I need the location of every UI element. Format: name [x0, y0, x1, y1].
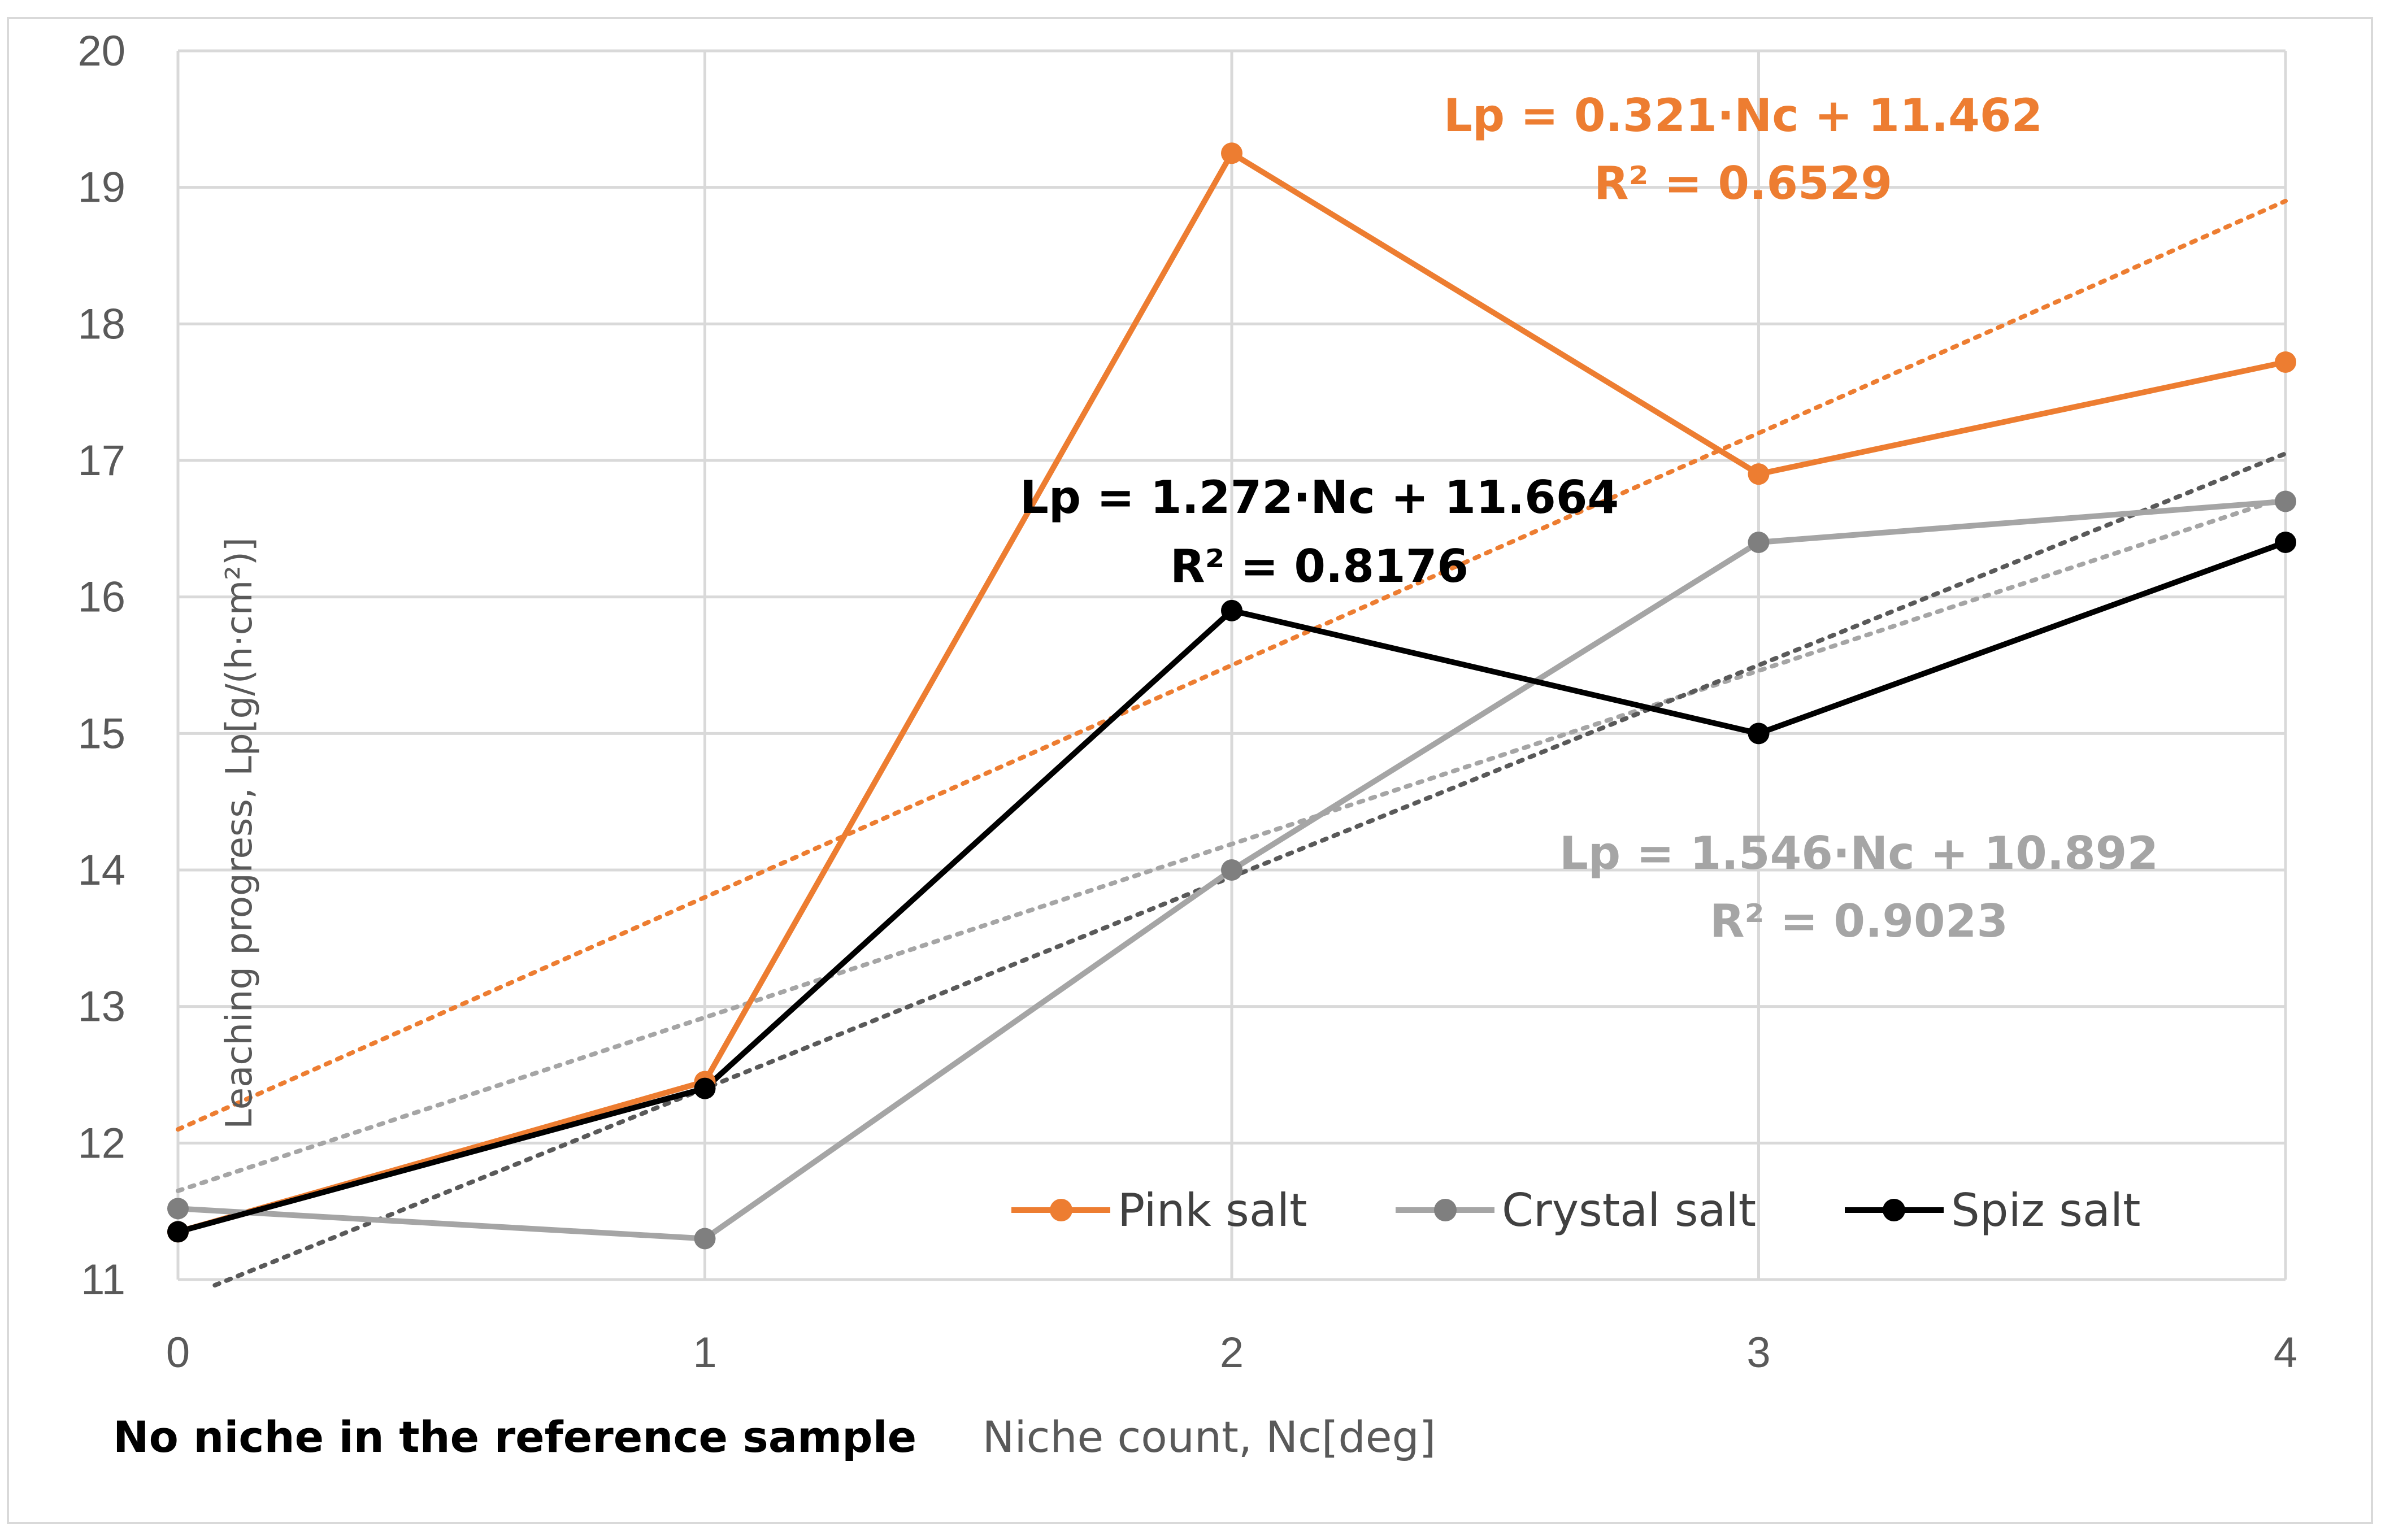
y-tick-label: 11 [81, 1256, 125, 1304]
chart-area [7, 17, 2373, 1524]
legend-label-crystal-salt: Crystal salt [1502, 1184, 1756, 1237]
y-tick-label: 16 [77, 573, 125, 621]
data-point-pink-salt [1748, 463, 1770, 485]
data-point-spiz-salt [1221, 599, 1242, 621]
legend: Pink salt Crystal salt Spiz salt [1011, 1184, 2141, 1237]
crystal-r2: R² = 0.9023 [1710, 895, 2008, 947]
y-tick-label: 18 [77, 300, 125, 348]
x-tick-label: 3 [1746, 1329, 1770, 1377]
legend-marker-spiz-salt [1883, 1199, 1905, 1221]
x-tick-label: 2 [1220, 1329, 1244, 1377]
data-point-crystal-salt [2275, 490, 2296, 512]
data-point-spiz-salt [167, 1221, 189, 1243]
y-tick-label: 15 [77, 710, 125, 758]
x-axis-ticks: 0 1 2 3 4 [166, 1329, 2297, 1377]
trendlines [176, 198, 2288, 1288]
legend-marker-crystal-salt [1434, 1199, 1457, 1221]
legend-marker-pink-salt [1050, 1199, 1072, 1221]
reference-note: No niche in the reference sample [113, 1412, 916, 1462]
pink-equation: Lp = 0.321·Nc + 11.462 [1444, 89, 2043, 142]
grid [176, 49, 2287, 1281]
data-point-crystal-salt [1221, 859, 1242, 881]
y-tick-label: 14 [77, 846, 125, 894]
crystal-equation: Lp = 1.546·Nc + 10.892 [1559, 827, 2158, 880]
pink-r2: R² = 0.6529 [1594, 157, 1892, 210]
y-tick-label: 17 [77, 437, 125, 485]
legend-label-spiz-salt: Spiz salt [1951, 1184, 2141, 1237]
data-point-spiz-salt [694, 1077, 716, 1099]
data-point-spiz-salt [2275, 532, 2296, 553]
trendline-spiz-salt [212, 451, 2288, 1288]
y-axis-ticks: 11 12 13 14 15 16 17 18 19 20 [77, 27, 125, 1304]
x-tick-label: 1 [693, 1329, 716, 1377]
data-point-crystal-salt [694, 1228, 716, 1250]
data-point-spiz-salt [1748, 723, 1770, 745]
trendline-crystal-salt [176, 495, 2288, 1193]
spiz-equation: Lp = 1.272·Nc + 11.664 [1020, 471, 1619, 524]
y-tick-label: 13 [77, 983, 125, 1031]
data-point-crystal-salt [167, 1198, 189, 1220]
y-tick-label: 12 [77, 1119, 125, 1167]
data-point-pink-salt [2275, 351, 2296, 373]
spiz-r2: R² = 0.8176 [1170, 540, 1468, 593]
x-tick-label: 0 [166, 1329, 190, 1377]
y-tick-label: 19 [77, 164, 125, 212]
y-axis-label: Leaching progress, Lp[g/(h·cm²)] [219, 537, 260, 1129]
trendline-pink-salt [176, 198, 2288, 1132]
legend-label-pink-salt: Pink salt [1118, 1184, 1307, 1237]
y-tick-label: 20 [77, 27, 125, 75]
x-tick-label: 4 [2274, 1329, 2297, 1377]
data-point-pink-salt [1221, 142, 1242, 164]
x-axis-label: Niche count, Nc[deg] [983, 1412, 1436, 1462]
data-point-crystal-salt [1748, 532, 1770, 553]
data-points [167, 142, 2296, 1250]
